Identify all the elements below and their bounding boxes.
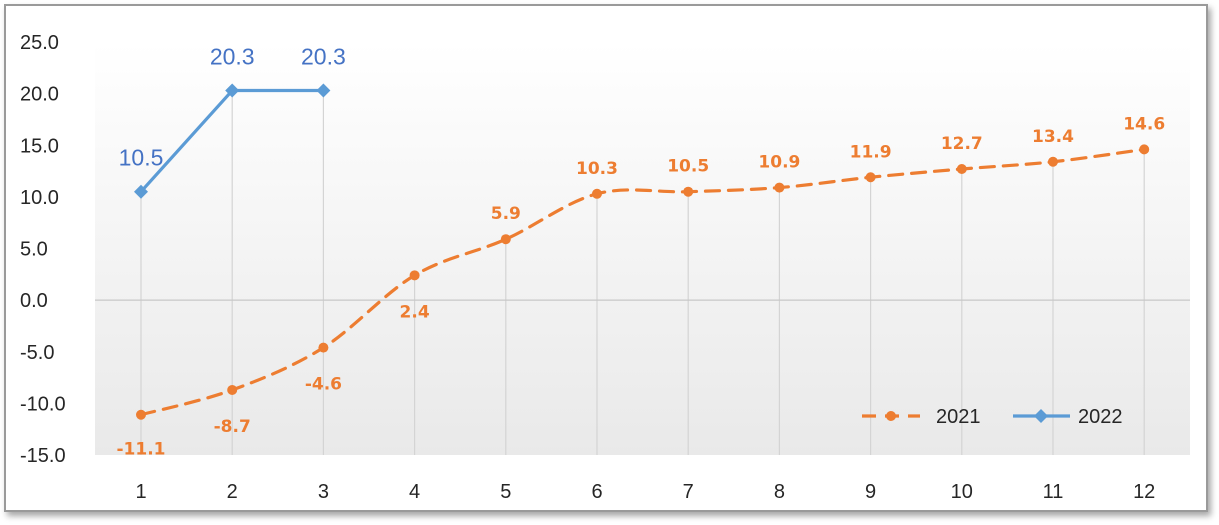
series-2021: -11.1 -8.7 -4.6 2.4 5.9 10.3 10.5 10.9 11.9 12.7 1… <box>117 114 1166 459</box>
series-2021-point <box>1139 144 1150 155</box>
series-2021-point <box>592 188 602 199</box>
x-tick-label: 3 <box>318 481 329 503</box>
series-2021-data-label: 13.4 <box>1032 127 1074 147</box>
x-tick-label: 6 <box>591 481 602 503</box>
series-2022: 10.5 20.3 20.3 <box>119 44 346 199</box>
series-2021-data-label: 2.4 <box>400 302 430 322</box>
series-2021-point <box>500 234 511 245</box>
series-2022-point <box>134 184 148 199</box>
x-tick-label: 8 <box>774 481 785 503</box>
x-tick-label: 1 <box>135 481 146 503</box>
series-2022-data-label: 20.3 <box>210 44 255 70</box>
y-tick-label: 25.0 <box>20 32 59 54</box>
series-2022-point <box>316 83 331 98</box>
series-2021-data-label: 14.6 <box>1123 114 1165 134</box>
y-tick-label: 20.0 <box>20 84 59 106</box>
x-tick-label: 9 <box>865 481 876 503</box>
series-2021-point <box>774 182 785 193</box>
series-2021-data-label: 11.9 <box>850 142 892 162</box>
y-tick-label: 0.0 <box>20 290 48 312</box>
series-2021-data-label: 5.9 <box>491 204 521 224</box>
y-tick-label: -5.0 <box>20 342 54 364</box>
y-tick-label: 15.0 <box>20 135 59 157</box>
series-2021-data-label: 10.9 <box>758 153 800 173</box>
series-2022-point <box>225 83 240 98</box>
series-2021-point <box>865 172 876 183</box>
plot-background <box>95 42 1190 455</box>
legend-entry-2022: 2022 <box>1013 406 1123 428</box>
x-tick-label: 12 <box>1133 481 1155 503</box>
x-tick-label: 2 <box>227 481 238 503</box>
y-tick-label: -10.0 <box>20 393 66 415</box>
y-tick-label: -15.0 <box>20 445 66 467</box>
legend-2022-marker <box>1034 409 1048 423</box>
series-2021-point <box>409 270 420 281</box>
series-2021-point <box>956 163 967 174</box>
x-tick-label: 10 <box>951 481 973 503</box>
series-2021-data-label: 10.3 <box>576 159 618 179</box>
y-tick-label: 5.0 <box>20 239 48 261</box>
x-axis: 1 2 3 4 5 6 7 8 9 10 11 12 <box>135 481 1155 503</box>
x-tick-label: 4 <box>409 481 420 503</box>
x-tick-label: 5 <box>500 481 511 503</box>
series-2021-data-label: -11.1 <box>117 440 166 460</box>
series-2021-point <box>136 409 146 420</box>
legend-entry-2021: 2021 <box>862 406 981 428</box>
legend-2021-marker <box>886 411 896 421</box>
series-2021-data-label: -4.6 <box>305 375 342 395</box>
series-2021-point <box>227 384 238 395</box>
legend-2022-label: 2022 <box>1078 406 1123 428</box>
series-2021-point <box>683 186 694 197</box>
legend-2021-label: 2021 <box>936 406 981 428</box>
x-tick-label: 7 <box>683 481 694 503</box>
series-2022-data-label: 10.5 <box>119 145 164 171</box>
series-2022-data-label: 20.3 <box>301 44 346 70</box>
x-tick-label: 11 <box>1043 481 1064 503</box>
series-2021-data-label: 10.5 <box>667 157 709 177</box>
series-2021-point <box>1048 156 1058 167</box>
legend: 2021 2022 <box>862 406 1123 428</box>
y-axis: 25.0 20.0 15.0 10.0 5.0 0.0 -5.0 -10.0 -15.0 <box>20 32 66 467</box>
series-2021-data-label: -8.7 <box>214 417 251 437</box>
series-2021-data-label: 12.7 <box>941 134 983 154</box>
series-2021-point <box>318 342 329 353</box>
y-tick-label: 10.0 <box>20 187 59 209</box>
